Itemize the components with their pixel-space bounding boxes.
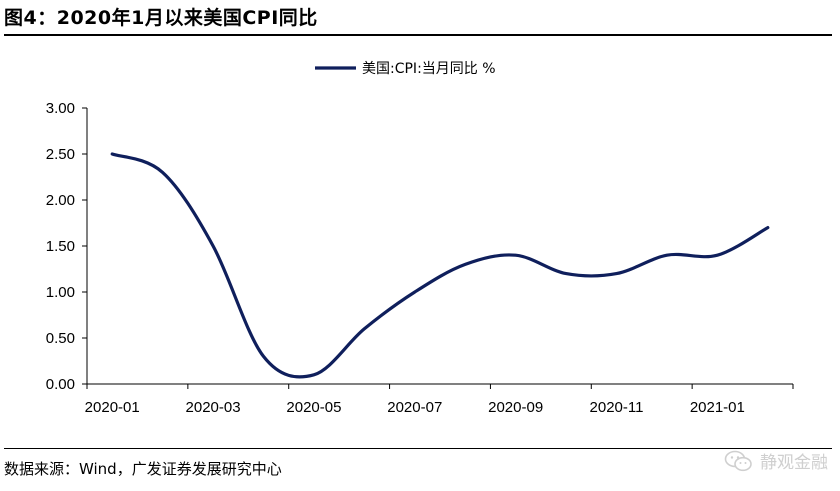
x-tick-label: 2021-01: [690, 399, 745, 416]
y-tick-label: 0.50: [46, 330, 75, 347]
y-tick-label: 3.00: [46, 100, 75, 117]
figure-title: 图4：2020年1月以来美国CPI同比: [4, 7, 318, 29]
y-tick-label: 2.00: [46, 192, 75, 209]
footer-divider: [4, 448, 832, 449]
watermark: 静观金融: [724, 448, 828, 473]
title-divider: [4, 34, 832, 36]
watermark-text: 静观金融: [760, 453, 828, 473]
chart-series: [110, 152, 770, 379]
source-note: 数据来源：Wind，广发证券发展研究中心: [4, 460, 282, 478]
cpi-line-chart: 美国:CPI:当月同比 % 0.00 0.50 1.00 1.50 2.00 2.50 3.…: [46, 61, 794, 416]
legend-label: 美国:CPI:当月同比 %: [362, 61, 496, 77]
y-tick-label: 0.00: [46, 376, 75, 393]
x-tick-label: 2020-09: [488, 399, 543, 416]
x-tick-label: 2020-03: [186, 399, 241, 416]
x-tick-label: 2020-01: [85, 399, 140, 416]
series-line-cpi-yoy: [110, 152, 770, 379]
chart-axes: [86, 108, 793, 385]
chart-ticks: 0.00 0.50 1.00 1.50 2.00 2.50 3.00 2020-01 2020-…: [46, 100, 794, 416]
wechat-icon: [724, 450, 752, 471]
chart-legend: 美国:CPI:当月同比 %: [315, 61, 496, 77]
x-tick-label: 2020-05: [286, 399, 341, 416]
y-tick-label: 1.50: [46, 238, 75, 255]
y-tick-label: 1.00: [46, 284, 75, 301]
y-tick-label: 2.50: [46, 146, 75, 163]
x-tick-label: 2020-07: [387, 399, 442, 416]
x-tick-label: 2020-11: [590, 399, 644, 416]
